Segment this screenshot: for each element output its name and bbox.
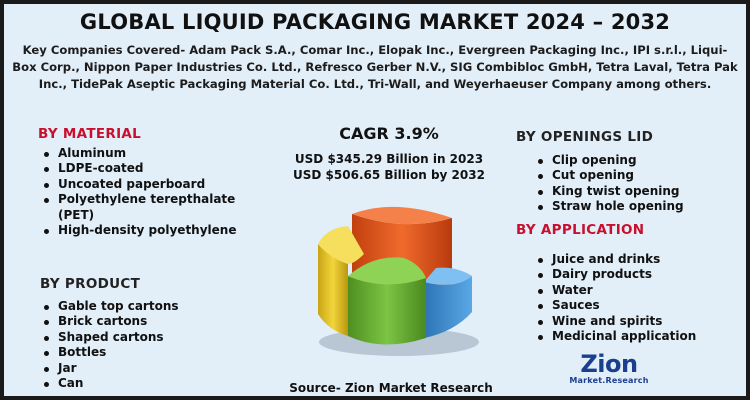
list-item: Can bbox=[40, 376, 240, 391]
list-item: Uncoated paperboard bbox=[40, 177, 270, 192]
market-value-2023: USD $345.29 Billion in 2023 bbox=[294, 152, 484, 166]
cagr-value: CAGR 3.9% bbox=[339, 124, 439, 143]
openings-list: Clip opening Cut opening King twist open… bbox=[534, 153, 734, 215]
list-item: King twist opening bbox=[534, 184, 734, 199]
product-heading: BY PRODUCT bbox=[40, 276, 141, 292]
page-title: GLOBAL LIQUID PACKAGING MARKET 2024 – 20… bbox=[79, 10, 671, 34]
3d-pie-graphic bbox=[318, 206, 479, 356]
list-item: Juice and drinks bbox=[534, 252, 734, 267]
application-list: Juice and drinks Dairy products Water Sa… bbox=[534, 252, 734, 344]
list-item: Medicinal application bbox=[534, 329, 734, 344]
list-item: Bottles bbox=[40, 345, 240, 360]
green-slice bbox=[348, 257, 426, 345]
list-item: Aluminum bbox=[40, 146, 270, 161]
material-heading: BY MATERIAL bbox=[38, 126, 142, 142]
product-list: Gable top cartons Brick cartons Shaped c… bbox=[40, 299, 240, 391]
list-item: High-density polyethylene bbox=[40, 223, 270, 238]
openings-heading: BY OPENINGS LID bbox=[516, 129, 654, 145]
list-item: Wine and spirits bbox=[534, 314, 734, 329]
list-item: LDPE-coated bbox=[40, 161, 270, 176]
material-list: Aluminum LDPE-coated Uncoated paperboard… bbox=[40, 146, 270, 238]
list-item: Jar bbox=[40, 361, 240, 376]
list-item: Dairy products bbox=[534, 267, 734, 282]
list-item: Straw hole opening bbox=[534, 199, 734, 214]
market-value-2032: USD $506.65 Billion by 2032 bbox=[293, 168, 485, 182]
blue-slice bbox=[424, 267, 472, 338]
list-item: Brick cartons bbox=[40, 314, 240, 329]
logo-name: Zion bbox=[580, 350, 638, 378]
list-item: Water bbox=[534, 283, 734, 298]
application-heading: BY APPLICATION bbox=[516, 222, 645, 238]
key-companies-text: Key Companies Covered- Adam Pack S.A., C… bbox=[12, 43, 738, 91]
zion-logo: Zion Market.Research bbox=[569, 352, 649, 385]
list-item: Gable top cartons bbox=[40, 299, 240, 314]
yellow-slice bbox=[318, 226, 364, 336]
list-item: Sauces bbox=[534, 298, 734, 313]
list-item: Polyethylene terepthalate (PET) bbox=[40, 192, 270, 223]
list-item: Clip opening bbox=[534, 153, 734, 168]
logo-subtitle: Market.Research bbox=[569, 376, 649, 385]
list-item: Cut opening bbox=[534, 168, 734, 183]
list-item: Shaped cartons bbox=[40, 330, 240, 345]
source-note: Source- Zion Market Research bbox=[289, 381, 493, 395]
